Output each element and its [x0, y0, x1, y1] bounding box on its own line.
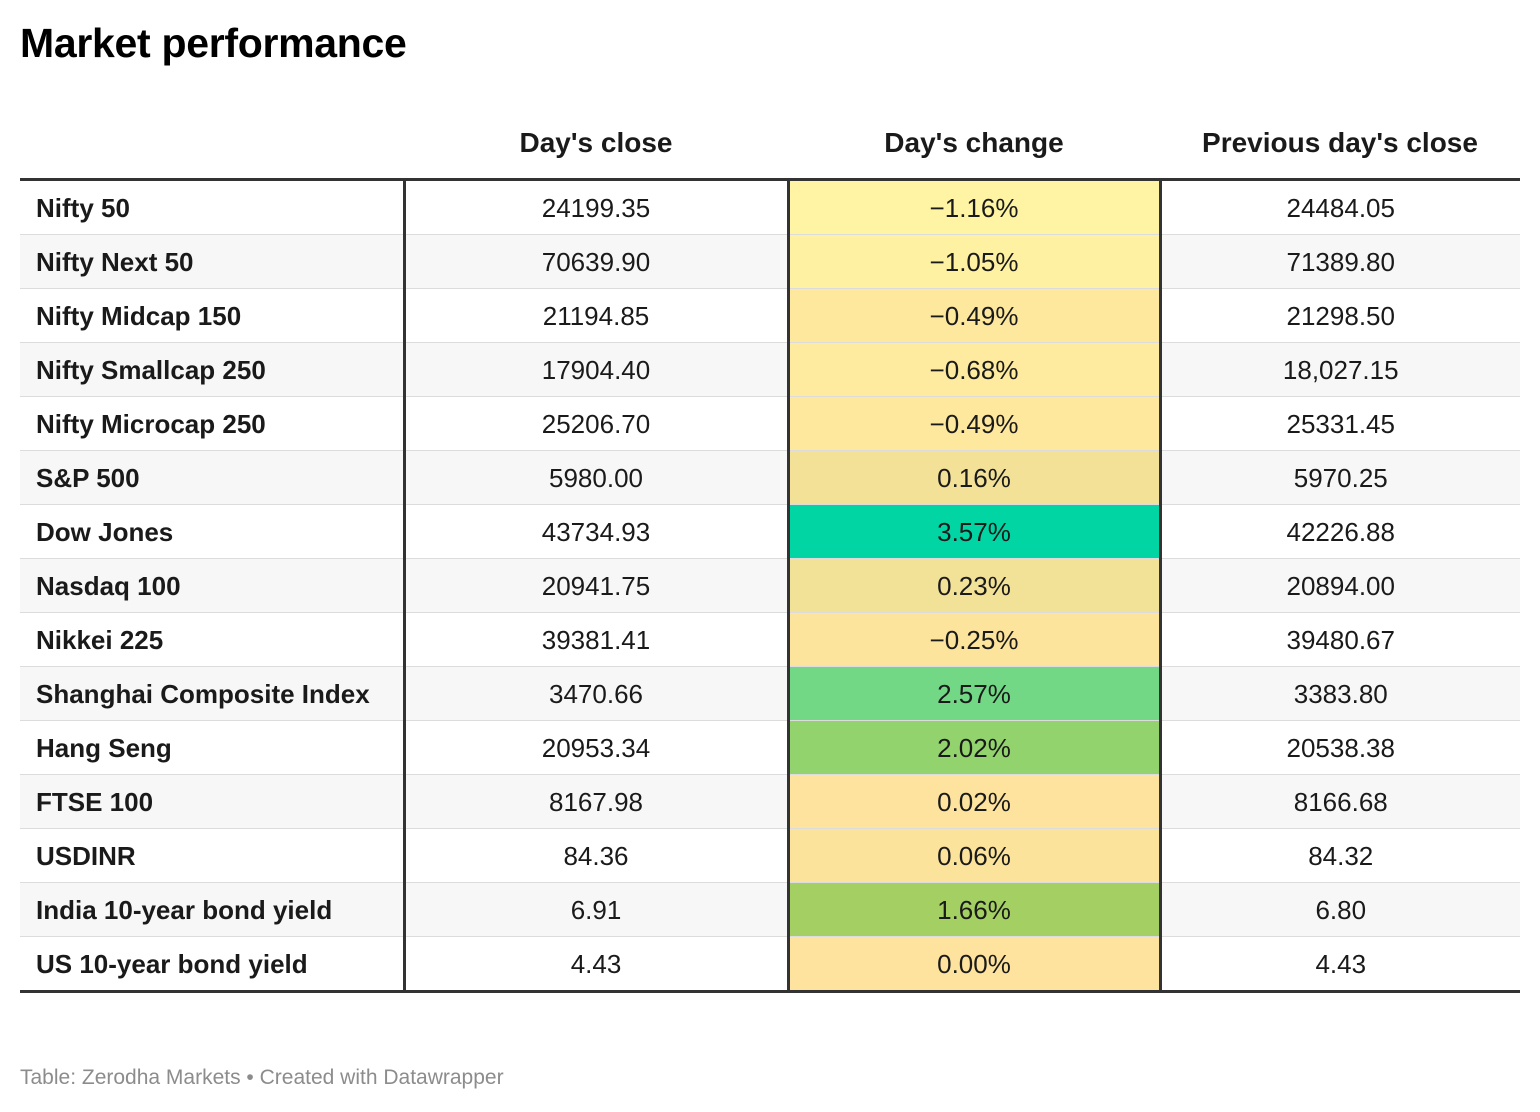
- market-table-container: Day's close Day's change Previous day's …: [20, 108, 1520, 993]
- previous-close-cell: 71389.80: [1160, 234, 1520, 289]
- row-name-cell: Nifty Microcap 250: [20, 396, 406, 451]
- table-row: Nifty Midcap 150 21194.85 −0.49% 21298.50: [20, 288, 1520, 343]
- chart-title: Market performance: [20, 20, 407, 66]
- table-row: Nikkei 225 39381.41 −0.25% 39480.67: [20, 612, 1520, 667]
- days-close-cell: 4.43: [404, 936, 790, 993]
- days-close-cell: 20941.75: [404, 558, 790, 613]
- days-change-cell: 3.57%: [788, 504, 1162, 559]
- days-close-cell: 70639.90: [404, 234, 790, 289]
- days-change-cell: 2.57%: [788, 666, 1162, 721]
- days-close-cell: 8167.98: [404, 774, 790, 829]
- table-row: Dow Jones 43734.93 3.57% 42226.88: [20, 504, 1520, 559]
- days-change-cell: −0.49%: [788, 396, 1162, 451]
- row-name-cell: Nifty Smallcap 250: [20, 342, 406, 397]
- table-row: S&P 500 5980.00 0.16% 5970.25: [20, 450, 1520, 505]
- row-name-cell: Nifty Midcap 150: [20, 288, 406, 343]
- previous-close-cell: 39480.67: [1160, 612, 1520, 667]
- days-change-cell: 0.02%: [788, 774, 1162, 829]
- row-name-cell: Nasdaq 100: [20, 558, 406, 613]
- row-name-cell: India 10-year bond yield: [20, 882, 406, 937]
- row-name-cell: Hang Seng: [20, 720, 406, 775]
- days-close-cell: 3470.66: [404, 666, 790, 721]
- days-close-cell: 84.36: [404, 828, 790, 883]
- days-change-cell: −1.05%: [788, 234, 1162, 289]
- table-header-row: Day's close Day's change Previous day's …: [20, 108, 1520, 181]
- days-close-cell: 17904.40: [404, 342, 790, 397]
- previous-close-cell: 84.32: [1160, 828, 1520, 883]
- days-close-cell: 5980.00: [404, 450, 790, 505]
- table-row: Hang Seng 20953.34 2.02% 20538.38: [20, 720, 1520, 775]
- table-row: USDINR 84.36 0.06% 84.32: [20, 828, 1520, 883]
- days-change-cell: −0.25%: [788, 612, 1162, 667]
- row-name-cell: Nikkei 225: [20, 612, 406, 667]
- previous-close-cell: 5970.25: [1160, 450, 1520, 505]
- days-change-cell: −0.49%: [788, 288, 1162, 343]
- row-name-cell: Nifty 50: [20, 179, 406, 235]
- table-body: Nifty 50 24199.35 −1.16% 24484.05 Nifty Next…: [20, 179, 1520, 993]
- table-row: US 10-year bond yield 4.43 0.00% 4.43: [20, 936, 1520, 993]
- source-footer: Table: Zerodha Markets • Created with Da…: [20, 1066, 504, 1089]
- previous-close-cell: 20894.00: [1160, 558, 1520, 613]
- row-name-cell: USDINR: [20, 828, 406, 883]
- previous-close-cell: 3383.80: [1160, 666, 1520, 721]
- previous-close-cell: 20538.38: [1160, 720, 1520, 775]
- row-name-cell: US 10-year bond yield: [20, 936, 406, 993]
- days-close-cell: 20953.34: [404, 720, 790, 775]
- row-name-cell: Dow Jones: [20, 504, 406, 559]
- table-row: Nasdaq 100 20941.75 0.23% 20894.00: [20, 558, 1520, 613]
- days-change-cell: −1.16%: [788, 179, 1162, 235]
- table-row: FTSE 100 8167.98 0.02% 8166.68: [20, 774, 1520, 829]
- header-previous-days-close: Previous day's close: [1160, 108, 1520, 181]
- header-days-change: Day's change: [788, 108, 1160, 181]
- days-change-cell: 0.23%: [788, 558, 1162, 613]
- previous-close-cell: 42226.88: [1160, 504, 1520, 559]
- table-row: Nifty Microcap 250 25206.70 −0.49% 25331.45: [20, 396, 1520, 451]
- row-name-cell: FTSE 100: [20, 774, 406, 829]
- days-close-cell: 43734.93: [404, 504, 790, 559]
- table-row: Nifty Smallcap 250 17904.40 −0.68% 18,027.1…: [20, 342, 1520, 397]
- row-name-cell: Shanghai Composite Index: [20, 666, 406, 721]
- table-row: Nifty 50 24199.35 −1.16% 24484.05: [20, 179, 1520, 235]
- row-name-cell: Nifty Next 50: [20, 234, 406, 289]
- days-change-cell: −0.68%: [788, 342, 1162, 397]
- days-change-cell: 2.02%: [788, 720, 1162, 775]
- previous-close-cell: 18,027.15: [1160, 342, 1520, 397]
- table-row: Shanghai Composite Index 3470.66 2.57% 3383…: [20, 666, 1520, 721]
- previous-close-cell: 8166.68: [1160, 774, 1520, 829]
- days-change-cell: 0.00%: [788, 936, 1162, 993]
- days-close-cell: 24199.35: [404, 179, 790, 235]
- days-close-cell: 21194.85: [404, 288, 790, 343]
- days-change-cell: 0.06%: [788, 828, 1162, 883]
- previous-close-cell: 21298.50: [1160, 288, 1520, 343]
- days-change-cell: 1.66%: [788, 882, 1162, 937]
- days-close-cell: 39381.41: [404, 612, 790, 667]
- previous-close-cell: 25331.45: [1160, 396, 1520, 451]
- table-row: Nifty Next 50 70639.90 −1.05% 71389.80: [20, 234, 1520, 289]
- days-change-cell: 0.16%: [788, 450, 1162, 505]
- previous-close-cell: 6.80: [1160, 882, 1520, 937]
- previous-close-cell: 24484.05: [1160, 179, 1520, 235]
- header-days-close: Day's close: [404, 108, 788, 181]
- table-row: India 10-year bond yield 6.91 1.66% 6.80: [20, 882, 1520, 937]
- header-name: [20, 108, 404, 181]
- previous-close-cell: 4.43: [1160, 936, 1520, 993]
- row-name-cell: S&P 500: [20, 450, 406, 505]
- days-close-cell: 25206.70: [404, 396, 790, 451]
- market-performance-table: Day's close Day's change Previous day's …: [20, 108, 1520, 993]
- days-close-cell: 6.91: [404, 882, 790, 937]
